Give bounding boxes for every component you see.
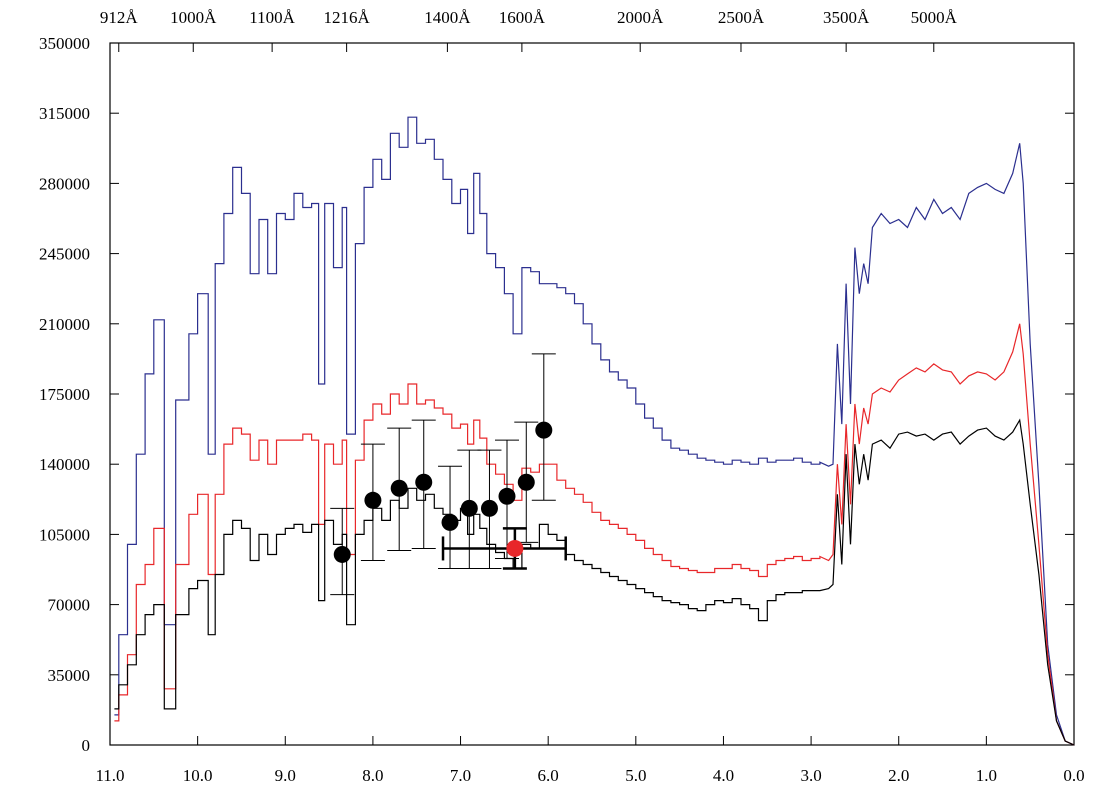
x-tick-label: 4.0: [713, 766, 734, 785]
data-point-marker: [364, 491, 382, 509]
data-point-5: [457, 449, 482, 569]
data-point-0: [330, 507, 355, 596]
x-tick-label: 11.0: [95, 766, 124, 785]
y-tick-label: 0: [82, 736, 91, 755]
data-point-marker: [415, 473, 433, 491]
y-tick-label: 245000: [39, 245, 90, 264]
y-tick-label: 315000: [39, 104, 90, 123]
x-tick-label: 8.0: [362, 766, 383, 785]
y-tick-label: 35000: [48, 666, 91, 685]
data-points-layer: [330, 353, 567, 596]
x-tick-label: 6.0: [538, 766, 559, 785]
y-tick-label: 210000: [39, 315, 90, 334]
series-line-1: [114, 323, 1075, 746]
top-axis-label: 2500Å: [718, 8, 765, 27]
axis-ticks: [109, 42, 1075, 746]
x-tick-label: 7.0: [450, 766, 471, 785]
x-tick-label: 10.0: [183, 766, 213, 785]
data-point-7: [494, 439, 519, 559]
data-point-marker: [460, 499, 478, 517]
data-point-2: [387, 427, 412, 551]
series-line-2: [114, 418, 1075, 746]
data-point-marker: [535, 421, 553, 439]
top-axis-label: 1000Å: [170, 8, 217, 27]
y-tick-label: 70000: [48, 596, 91, 615]
x-tick-label: 0.0: [1063, 766, 1084, 785]
y-tick-label: 105000: [39, 525, 90, 544]
data-point-marker: [498, 487, 516, 505]
series-layer: [114, 116, 1075, 746]
y-tick-label: 350000: [39, 34, 90, 53]
data-point-9: [531, 353, 556, 501]
x-tick-label: 1.0: [976, 766, 997, 785]
top-axis-label: 1400Å: [424, 8, 471, 27]
top-axis-label: 1600Å: [499, 8, 546, 27]
x-tick-label: 9.0: [275, 766, 296, 785]
top-axis-label: 3500Å: [823, 8, 870, 27]
plot-frame: [109, 42, 1075, 746]
data-point-marker: [441, 513, 459, 531]
y-tick-label: 140000: [39, 455, 90, 474]
data-point-marker: [480, 499, 498, 517]
top-axis-label: 1216Å: [323, 8, 370, 27]
x-tick-label: 2.0: [888, 766, 909, 785]
top-axis-label: 5000Å: [911, 8, 958, 27]
data-point-1: [360, 443, 385, 561]
data-point-3: [411, 419, 436, 549]
top-axis-label: 912Å: [100, 8, 139, 27]
x-tick-label: 5.0: [625, 766, 646, 785]
y-tick-label: 280000: [39, 174, 90, 193]
tick-labels-layer: 0 35000 70000 105000 140000 175000 210000 24500…: [39, 8, 1085, 785]
series-line-0: [114, 116, 1075, 746]
data-point-10: [441, 527, 567, 570]
top-axis-label: 1100Å: [249, 8, 295, 27]
data-point-marker: [333, 545, 351, 563]
data-point-marker: [506, 539, 524, 557]
x-tick-label: 3.0: [800, 766, 821, 785]
data-point-marker: [390, 479, 408, 497]
data-point-4: [438, 465, 463, 569]
top-axis-label: 2000Å: [617, 8, 664, 27]
data-point-marker: [517, 473, 535, 491]
y-tick-label: 175000: [39, 385, 90, 404]
data-point-6: [477, 449, 502, 569]
